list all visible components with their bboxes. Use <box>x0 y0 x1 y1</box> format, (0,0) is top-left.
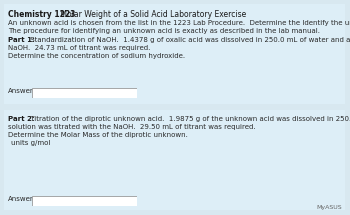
Text: Chemistry 1223: Chemistry 1223 <box>8 10 75 19</box>
Text: Answer:: Answer: <box>8 196 36 202</box>
Text: Standardization of NaOH.  1.4378 g of oxalic acid was dissolved in 250.0 mL of w: Standardization of NaOH. 1.4378 g of oxa… <box>28 37 350 43</box>
Text: The procedure for identifying an unknown acid is exactly as described in the lab: The procedure for identifying an unknown… <box>8 28 320 34</box>
Text: Molar Weight of a Solid Acid Laboratory Exercise: Molar Weight of a Solid Acid Laboratory … <box>58 10 246 19</box>
Text: solution was titrated with the NaOH.  29.50 mL of titrant was required.: solution was titrated with the NaOH. 29.… <box>8 124 256 130</box>
FancyBboxPatch shape <box>1 109 348 211</box>
Text: MyASUS: MyASUS <box>316 205 342 210</box>
Text: Determine the concentration of sodium hydroxide.: Determine the concentration of sodium hy… <box>8 53 185 59</box>
FancyBboxPatch shape <box>32 88 137 98</box>
Text: Answer:: Answer: <box>8 88 36 94</box>
Text: Determine the Molar Mass of the diprotic unknown.: Determine the Molar Mass of the diprotic… <box>8 132 188 138</box>
Text: An unknown acid is chosen from the list in the 1223 Lab Procedure.  Determine th: An unknown acid is chosen from the list … <box>8 20 350 26</box>
Text: Titration of the diprotic unknown acid.  1.9875 g of the unknown acid was dissol: Titration of the diprotic unknown acid. … <box>28 116 350 122</box>
Text: NaOH.  24.73 mL of titrant was required.: NaOH. 24.73 mL of titrant was required. <box>8 45 150 51</box>
Text: units g/mol: units g/mol <box>11 140 50 146</box>
Text: Part 1:: Part 1: <box>8 37 35 43</box>
FancyBboxPatch shape <box>1 3 348 105</box>
FancyBboxPatch shape <box>32 196 137 206</box>
Text: Part 2:: Part 2: <box>8 116 35 122</box>
